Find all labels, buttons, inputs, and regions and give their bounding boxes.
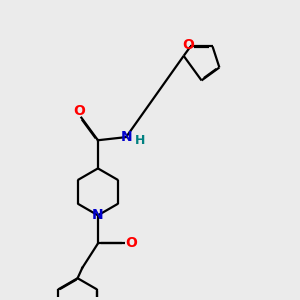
Text: O: O bbox=[125, 236, 137, 250]
Text: N: N bbox=[92, 208, 104, 222]
Text: O: O bbox=[73, 104, 85, 118]
Text: O: O bbox=[183, 38, 195, 52]
Text: N: N bbox=[120, 130, 132, 144]
Text: H: H bbox=[135, 134, 145, 147]
